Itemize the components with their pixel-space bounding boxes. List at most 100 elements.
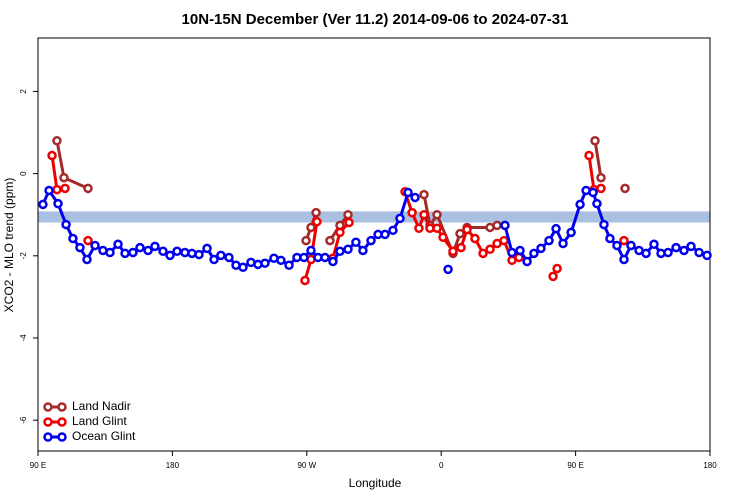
data-point	[419, 209, 429, 220]
data-point	[612, 240, 622, 251]
data-point	[343, 209, 353, 220]
data-point	[59, 172, 69, 183]
data-point	[194, 249, 204, 260]
data-point	[238, 262, 248, 273]
legend-marker	[57, 432, 67, 442]
data-point	[596, 172, 606, 183]
data-point	[312, 216, 322, 227]
data-point	[344, 217, 354, 228]
data-point	[507, 247, 517, 258]
x-tick-label: 180	[166, 461, 180, 470]
data-point	[128, 247, 138, 258]
data-point	[592, 198, 602, 209]
data-point	[414, 223, 424, 234]
data-point	[224, 252, 234, 263]
chart-title: 10N-15N December (Ver 11.2) 2014-09-06 t…	[182, 11, 569, 28]
data-point	[143, 245, 153, 256]
y-axis-label: XCO2 - MLO trend (ppm)	[2, 178, 16, 313]
data-point	[335, 227, 345, 238]
data-point	[276, 255, 286, 266]
x-tick-label: 0	[439, 461, 444, 470]
legend-marker	[57, 417, 67, 427]
data-point	[694, 247, 704, 258]
data-point	[284, 260, 294, 271]
data-point	[325, 235, 335, 246]
data-point	[165, 250, 175, 261]
data-point	[300, 275, 310, 286]
data-point	[551, 223, 561, 234]
data-point	[679, 245, 689, 256]
legend-marker	[43, 402, 53, 412]
data-point	[605, 233, 615, 244]
data-point	[135, 242, 145, 253]
data-point	[105, 247, 115, 258]
x-tick-label: 90 W	[297, 461, 316, 470]
data-point	[403, 187, 413, 198]
data-point	[90, 240, 100, 251]
x-tick-label: 90 E	[30, 461, 46, 470]
data-point	[61, 219, 71, 230]
data-point	[599, 219, 609, 230]
data-point	[407, 207, 417, 218]
data-point	[566, 227, 576, 238]
data-point	[470, 233, 480, 244]
data-point	[702, 250, 712, 261]
y-tick-label: 0	[19, 171, 28, 176]
data-point	[432, 209, 442, 220]
data-point	[548, 271, 558, 282]
reference-band	[38, 211, 710, 223]
data-point	[366, 235, 376, 246]
data-point	[395, 213, 405, 224]
data-point	[52, 135, 62, 146]
x-axis-label: Longitude	[349, 476, 402, 490]
data-point	[260, 258, 270, 268]
data-point	[522, 256, 532, 267]
data-point	[380, 229, 390, 240]
data-point	[590, 135, 600, 146]
data-point	[485, 244, 495, 254]
data-point	[478, 248, 488, 259]
data-point	[536, 243, 546, 254]
data-point	[626, 240, 636, 251]
data-point	[492, 220, 502, 231]
data-point	[75, 242, 85, 253]
data-point	[320, 252, 330, 263]
data-point	[358, 245, 368, 256]
data-point	[38, 199, 48, 210]
data-point	[113, 239, 123, 250]
y-tick-label: -4	[19, 334, 28, 342]
data-point	[588, 187, 598, 198]
data-point	[499, 235, 509, 246]
data-point	[343, 244, 353, 254]
data-point	[544, 235, 554, 246]
series-line	[593, 140, 603, 178]
data-point	[52, 184, 62, 195]
data-point	[158, 246, 168, 257]
data-point	[83, 183, 93, 194]
data-point	[335, 246, 345, 257]
y-tick-label: 2	[19, 89, 28, 94]
data-point	[584, 150, 594, 161]
data-point	[172, 246, 182, 257]
x-tick-label: 180	[703, 461, 717, 470]
data-point	[60, 183, 70, 194]
data-point	[575, 199, 585, 210]
data-point	[455, 228, 465, 239]
data-point	[686, 241, 696, 252]
data-point	[619, 254, 629, 265]
data-point	[209, 254, 219, 265]
data-point	[649, 239, 659, 250]
data-point	[216, 250, 226, 261]
data-point	[596, 183, 606, 194]
data-point	[68, 233, 78, 244]
data-point	[448, 246, 458, 257]
data-point	[515, 245, 525, 256]
y-tick-label: -6	[19, 416, 28, 424]
legend-label: Ocean Glint	[72, 429, 136, 443]
data-point	[82, 254, 92, 265]
data-point	[641, 248, 651, 259]
data-point	[328, 256, 338, 267]
data-point	[299, 252, 309, 263]
data-point	[301, 235, 311, 246]
